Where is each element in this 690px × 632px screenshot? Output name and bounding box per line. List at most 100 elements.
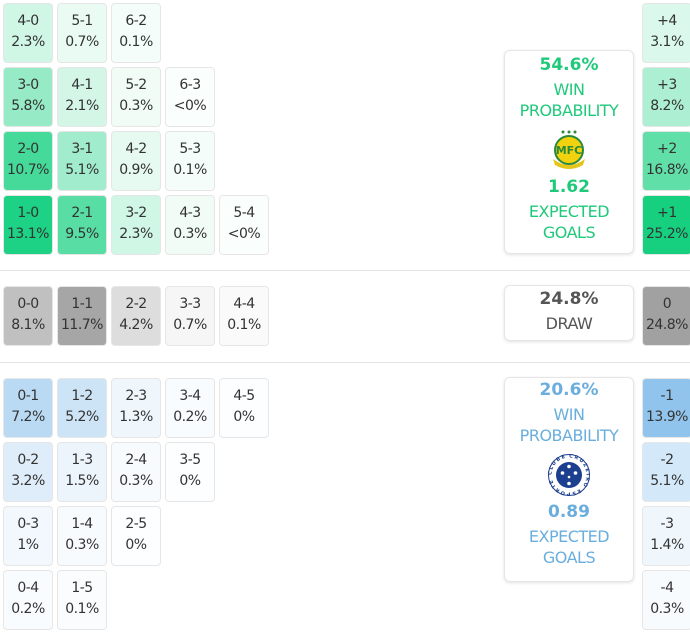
scoreline-label: 4-4: [233, 296, 255, 312]
scoreline-label: 0-1: [17, 388, 39, 404]
scoreline-cell: 0-1 7.2%: [3, 378, 53, 438]
scoreline-probability: 1.4%: [650, 537, 684, 553]
scoreline-label: -4: [660, 580, 674, 596]
scoreline-cell: 5-1 0.7%: [57, 3, 107, 63]
scoreline-label: 0-2: [17, 452, 39, 468]
scoreline-probability: 24.8%: [646, 317, 688, 333]
scoreline-cell: 2-2 4.2%: [111, 286, 161, 346]
away-xg-label: GOALS: [542, 548, 596, 567]
scoreline-label: 4-3: [179, 205, 201, 221]
scoreline-probability: 1.5%: [65, 473, 99, 489]
scoreline-cell: 2-4 0.3%: [111, 442, 161, 502]
scoreline-cell: 1-3 1.5%: [57, 442, 107, 502]
scoreline-label: 4-5: [233, 388, 255, 404]
scoreline-cell: 2-3 1.3%: [111, 378, 161, 438]
scoreline-label: 3-2: [125, 205, 147, 221]
scoreline-cell: 2-5 0%: [111, 506, 161, 566]
scoreline-label: 3-0: [17, 77, 39, 93]
scoreline-label: +4: [657, 13, 677, 29]
scoreline-label: +3: [657, 77, 677, 93]
scoreline-probability: 2.3%: [11, 34, 45, 50]
away-win-pct: 20.6%: [539, 380, 599, 400]
scoreline-cell: 4-0 2.3%: [3, 3, 53, 63]
scoreline-label: 2-5: [125, 516, 147, 532]
scoreline-probability: 5.2%: [65, 409, 99, 425]
scoreline-cell: 3-5 0%: [165, 442, 215, 502]
scoreline-label: 1-3: [71, 452, 93, 468]
scoreline-cell: 0 24.8%: [642, 286, 690, 346]
scoreline-label: 2-0: [17, 141, 39, 157]
scoreline-probability: 0.2%: [173, 409, 207, 425]
scoreline-probability: 0.9%: [119, 162, 153, 178]
scoreline-label: 3-4: [179, 388, 201, 404]
scoreline-probability: 0.1%: [119, 34, 153, 50]
home-crest-icon: MFC: [553, 130, 585, 169]
divider: [0, 362, 690, 363]
scoreline-probability: 11.7%: [61, 317, 103, 333]
scoreline-probability: <0%: [227, 226, 261, 242]
scoreline-label: 1-2: [71, 388, 93, 404]
scoreline-probability: 5.8%: [11, 98, 45, 114]
home-xg: 1.62: [548, 177, 590, 197]
scoreline-label: 1-1: [71, 296, 93, 312]
away-xg-label: EXPECTED: [528, 527, 610, 546]
scoreline-cell: 4-2 0.9%: [111, 131, 161, 191]
scoreline-probability: 3.1%: [650, 34, 684, 50]
scoreline-label: -2: [660, 452, 674, 468]
scoreline-cell: 6-2 0.1%: [111, 3, 161, 63]
scoreline-cell: 3-4 0.2%: [165, 378, 215, 438]
scoreline-probability: <0%: [173, 98, 207, 114]
scoreline-probability: 0.7%: [65, 34, 99, 50]
scoreline-probability: 0%: [233, 409, 255, 425]
home-xg-label: EXPECTED: [528, 202, 610, 221]
scoreline-probability: 16.8%: [646, 162, 688, 178]
scoreline-cell: 1-1 11.7%: [57, 286, 107, 346]
scoreline-cell: 5-2 0.3%: [111, 67, 161, 127]
scoreline-label: 4-1: [71, 77, 93, 93]
scoreline-cell: 5-3 0.1%: [165, 131, 215, 191]
scoreline-cell: 5-4 <0%: [219, 195, 269, 255]
scoreline-probability: 13.9%: [646, 409, 688, 425]
scoreline-probability: 0.3%: [119, 473, 153, 489]
away-xg: 0.89: [548, 502, 590, 522]
draw-pct: 24.8%: [539, 289, 599, 309]
scoreline-cell: 2-1 9.5%: [57, 195, 107, 255]
divider: [0, 270, 690, 271]
scoreline-probability: 0.2%: [11, 601, 45, 617]
scoreline-cell: 1-5 0.1%: [57, 570, 107, 630]
scoreline-probability: 9.5%: [65, 226, 99, 242]
scoreline-probability: 10.7%: [7, 162, 49, 178]
scoreline-label: 2-2: [125, 296, 147, 312]
scoreline-probability: 0%: [179, 473, 201, 489]
scoreline-label: 1-4: [71, 516, 93, 532]
away-crest-icon: CRUZEIRO ESPORTE CLUBE: [548, 454, 590, 496]
scoreline-label: +1: [657, 205, 677, 221]
scoreline-probability: 0.7%: [173, 317, 207, 333]
scoreline-cell: 0-2 3.2%: [3, 442, 53, 502]
scoreline-cell: 0-0 8.1%: [3, 286, 53, 346]
scoreline-cell: -4 0.3%: [642, 570, 690, 630]
scoreline-cell: -2 5.1%: [642, 442, 690, 502]
scoreline-cell: 3-1 5.1%: [57, 131, 107, 191]
scoreline-label: 1-5: [71, 580, 93, 596]
scoreline-cell: +4 3.1%: [642, 3, 690, 63]
scoreline-label: -1: [660, 388, 674, 404]
scoreline-cell: +3 8.2%: [642, 67, 690, 127]
scoreline-label: 1-0: [17, 205, 39, 221]
scoreline-label: 5-4: [233, 205, 255, 221]
scoreline-label: 0: [662, 296, 672, 312]
scoreline-cell: 0-3 1%: [3, 506, 53, 566]
away-summary-card: 20.6% WIN PROBABILITY CRUZEIRO ESPORTE C…: [504, 377, 634, 582]
scoreline-cell: 2-0 10.7%: [3, 131, 53, 191]
scoreline-probability: 5.1%: [650, 473, 684, 489]
scoreline-probability: 0.3%: [650, 601, 684, 617]
scoreline-cell: 3-3 0.7%: [165, 286, 215, 346]
scoreline-label: 6-3: [179, 77, 201, 93]
scoreline-label: 0-0: [17, 296, 39, 312]
scoreline-probability: 5.1%: [65, 162, 99, 178]
scoreline-cell: +2 16.8%: [642, 131, 690, 191]
home-win-label: PROBABILITY: [519, 101, 619, 120]
home-summary-card: 54.6% WIN PROBABILITY MFC 1.62 EXPECTED …: [504, 50, 634, 254]
home-win-label: WIN: [553, 80, 585, 99]
scoreline-label: +2: [657, 141, 677, 157]
